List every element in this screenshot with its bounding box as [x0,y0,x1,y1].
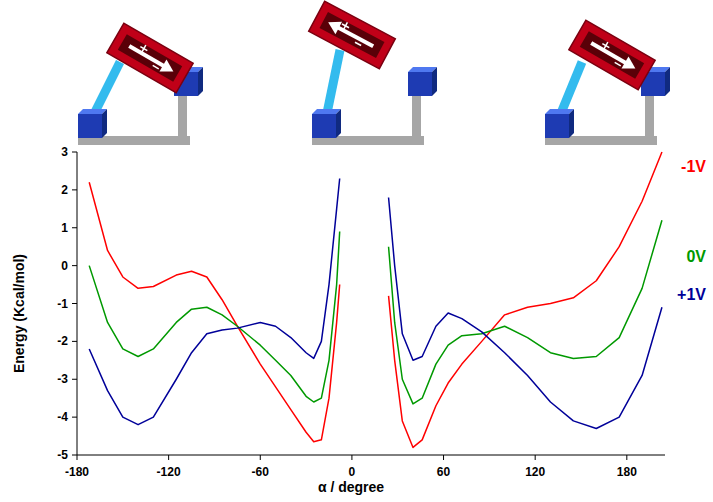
icon-plus [344,22,348,29]
y-tick-label: -5 [57,448,68,462]
series-line [89,152,662,447]
x-tick [535,455,536,460]
x-tick [260,455,261,460]
icon-plus [604,42,608,49]
y-tick-label: -2 [57,334,68,348]
x-axis [77,455,665,456]
y-tick [72,417,77,418]
icon-cube-side [665,67,670,96]
icon-cube-side [432,67,437,96]
icon-post [178,92,187,142]
y-tick-label: 2 [61,183,68,197]
icon-cube-side [102,109,107,138]
icon-cube [408,72,432,96]
axes: -5 -4 -3 -2 -1 0 1 2 3 -180 -120 -60 0 60 120 180 [57,145,665,479]
icon [78,23,203,145]
y-tick [72,189,77,190]
icon-cube-side [336,109,341,138]
series-line [89,179,662,429]
series-label: -1V [681,158,706,175]
y-tick-label: -3 [57,372,68,386]
icon-cube-top [545,109,574,114]
y-tick-label: 1 [61,221,68,235]
icon-cube-side [569,109,574,138]
icon-dipole [569,20,655,89]
x-tick [443,455,444,460]
icon-dipole-body [107,23,193,92]
x-tick-label: 180 [617,465,637,479]
x-tick-label: -120 [157,465,181,479]
x-tick-label: 60 [437,465,451,479]
icon-cube [545,114,569,138]
icon-dipole [309,1,396,69]
icon-dipole-inner [320,12,385,58]
icon-post [412,92,421,142]
y-tick [72,227,77,228]
icon-arrow-head [159,59,176,77]
icon-dipole-body [569,20,655,89]
icon-dipole [107,23,193,92]
icon-post [645,92,654,142]
icon-arrow-head [621,56,638,74]
x-tick-label: 0 [349,465,356,479]
icon-arrow-head [325,16,342,34]
series-label: +1V [677,286,706,303]
icon-minus [153,65,159,69]
x-tick [351,455,352,460]
series-line [89,220,662,404]
lines [89,152,662,447]
y-tick-label: -1 [57,297,68,311]
series-label: 0V [686,248,706,265]
icon-arrow [591,43,627,64]
icon-cube-side [198,67,203,96]
icon-plus [142,45,146,52]
y-tick [72,341,77,342]
x-tick-label: -60 [252,465,270,479]
icon-minus [615,62,621,65]
x-axis-title: α / degree [318,479,384,495]
y-tick-label: 3 [61,145,68,159]
y-tick [72,265,77,266]
icon-cube-top [408,67,437,72]
icon-rod [326,50,340,118]
x-tick-label: -180 [65,465,89,479]
y-tick [72,379,77,380]
icon-cube [312,114,336,138]
x-tick [168,455,169,460]
x-tick-label: 120 [525,465,545,479]
icon-dipole-inner [118,34,182,82]
y-tick [72,455,77,456]
y-tick-label: -4 [57,410,68,424]
y-axis-title: Energy (Kcal/mol) [11,254,27,373]
icon [545,20,670,145]
y-tick [72,303,77,304]
icon-cube-top [312,109,341,114]
icon-arrow [336,27,373,47]
x-tick [626,455,627,460]
icon-minus [355,42,361,45]
icon-dipole-inner [580,31,644,79]
icon [309,1,437,145]
icon-dipole-body [309,1,396,69]
chart: -5 -4 -3 -2 -1 0 1 2 3 -180 -120 -60 0 60 120 180 α / de… [0,0,713,502]
icon-cube-top [78,109,107,114]
icon-arrow [129,46,165,67]
y-tick-label: 0 [61,259,68,273]
icon-cube [78,114,102,138]
x-tick [77,455,78,460]
y-tick [72,152,77,153]
